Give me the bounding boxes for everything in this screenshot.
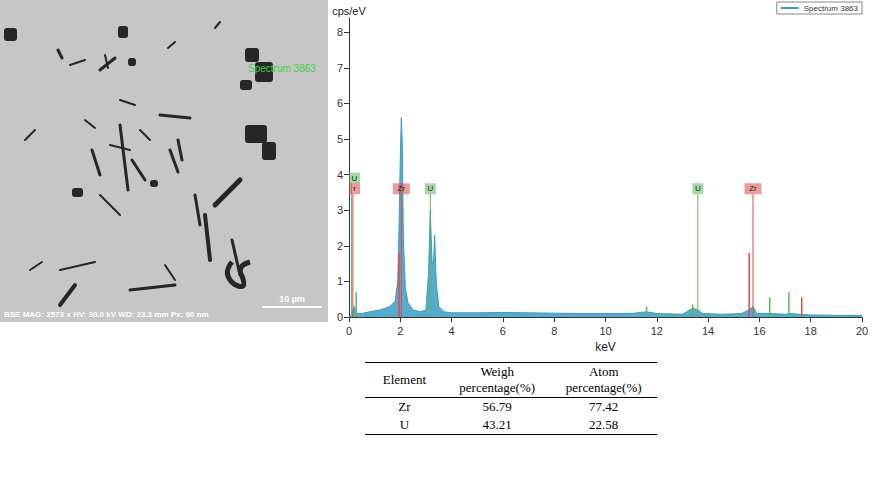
svg-text:6: 6 [337, 97, 343, 109]
svg-text:Zr: Zr [749, 184, 757, 193]
svg-text:1: 1 [337, 275, 343, 287]
html-text:Zr: Zr [398, 399, 411, 414]
svg-text:keV: keV [595, 340, 616, 354]
html-text:Weigh percentage(%): Weigh percentage(%) [459, 364, 536, 395]
svg-text:16: 16 [753, 325, 765, 337]
svg-text:2: 2 [337, 240, 343, 252]
svg-text:2: 2 [397, 325, 403, 337]
svg-text:12: 12 [651, 325, 663, 337]
svg-text:Zr: Zr [398, 184, 406, 193]
svg-text:10 µm: 10 µm [279, 294, 305, 304]
html-text:U: U [399, 417, 410, 432]
svg-text:BSE MAG: 2573 x HV: 30.0 kV WD: BSE MAG: 2573 x HV: 30.0 kV WD: 23.3 mm … [4, 310, 209, 319]
svg-text:cps/eV: cps/eV [332, 5, 366, 17]
svg-text:Spectrum 3863: Spectrum 3863 [804, 4, 859, 13]
svg-text:7: 7 [337, 62, 343, 74]
svg-text:10: 10 [599, 325, 611, 337]
html-text:77.42: 77.42 [589, 399, 619, 414]
svg-text:U: U [427, 184, 433, 193]
svg-text:4: 4 [337, 169, 343, 181]
html-text:43.21: 43.21 [482, 417, 512, 432]
svg-text:r: r [353, 184, 356, 193]
svg-text:5: 5 [337, 133, 343, 145]
svg-text:8: 8 [551, 325, 557, 337]
svg-text:Spectrum 3863: Spectrum 3863 [248, 63, 316, 74]
svg-text:6: 6 [500, 325, 506, 337]
svg-text:0: 0 [337, 311, 343, 323]
html-text:Atom percentage(%): Atom percentage(%) [565, 364, 642, 395]
svg-text:18: 18 [805, 325, 817, 337]
svg-text:U: U [352, 174, 358, 183]
svg-text:4: 4 [449, 325, 455, 337]
html-text:56.79: 56.79 [482, 399, 512, 414]
html-text:22.58: 22.58 [589, 417, 619, 432]
svg-text:14: 14 [702, 325, 714, 337]
svg-text:3: 3 [337, 204, 343, 216]
html-text:Element: Element [382, 372, 427, 387]
svg-text:20: 20 [856, 325, 868, 337]
svg-text:8: 8 [337, 26, 343, 38]
svg-text:U: U [695, 184, 701, 193]
svg-text:0: 0 [346, 325, 352, 337]
